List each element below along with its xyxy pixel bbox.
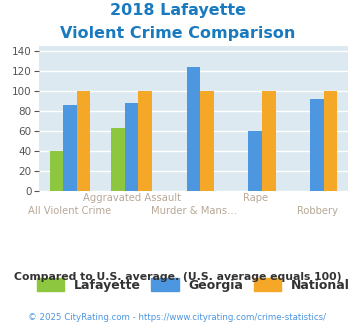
Bar xyxy=(324,91,337,191)
Bar xyxy=(200,91,214,191)
Bar xyxy=(248,131,262,191)
Bar xyxy=(125,103,138,191)
Text: Murder & Mans...: Murder & Mans... xyxy=(151,206,236,216)
Bar xyxy=(138,91,152,191)
Bar xyxy=(262,91,275,191)
Bar xyxy=(50,151,63,191)
Bar xyxy=(187,67,200,191)
Bar xyxy=(63,105,77,191)
Text: Aggravated Assault: Aggravated Assault xyxy=(83,193,181,203)
Text: Rape: Rape xyxy=(243,193,268,203)
Text: Robbery: Robbery xyxy=(296,206,338,216)
Bar xyxy=(310,99,324,191)
Text: 2018 Lafayette: 2018 Lafayette xyxy=(109,3,246,18)
Text: Compared to U.S. average. (U.S. average equals 100): Compared to U.S. average. (U.S. average … xyxy=(14,272,341,282)
Text: Violent Crime Comparison: Violent Crime Comparison xyxy=(60,26,295,41)
Legend: Lafayette, Georgia, National: Lafayette, Georgia, National xyxy=(32,273,355,297)
Text: All Violent Crime: All Violent Crime xyxy=(28,206,111,216)
Bar xyxy=(111,128,125,191)
Bar xyxy=(77,91,90,191)
Text: © 2025 CityRating.com - https://www.cityrating.com/crime-statistics/: © 2025 CityRating.com - https://www.city… xyxy=(28,314,327,322)
